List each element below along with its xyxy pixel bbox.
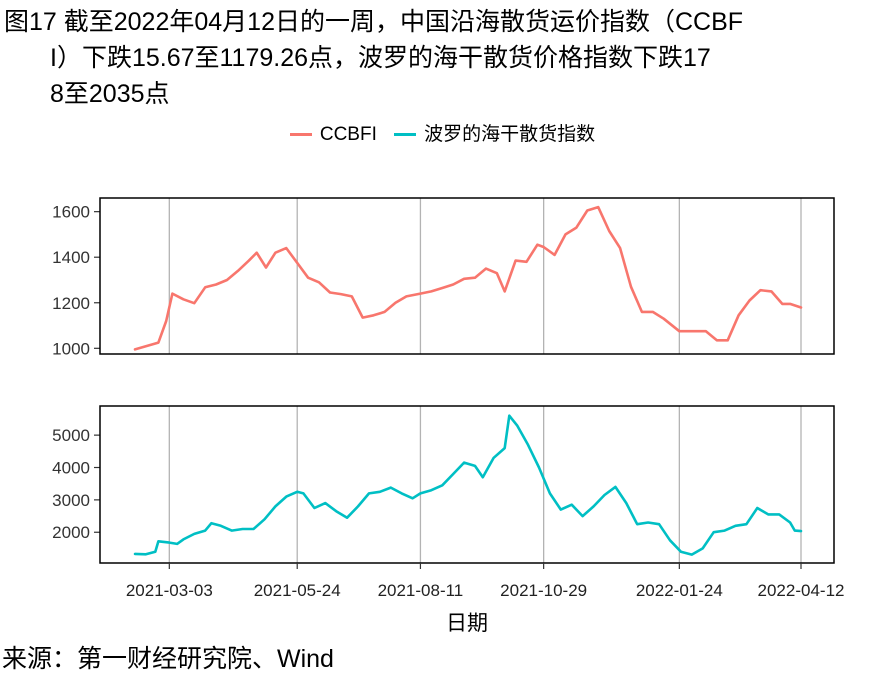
x-axis-label: 日期	[446, 612, 488, 635]
legend-key-ccbfi	[289, 133, 312, 136]
y-tick-label-1-1: 3000	[52, 491, 90, 510]
legend-label-ccbfi: CCBFI	[319, 123, 377, 145]
title-line-2: I）下跌15.67至1179.26点，波罗的海干散货价格指数下跌17	[50, 44, 711, 72]
panel-frame-0	[99, 197, 835, 355]
y-tick-label-0-3: 1600	[52, 203, 90, 222]
x-tick-label-2: 2021-08-11	[378, 581, 464, 600]
title-line-1: 图17 截至2022年04月12日的一周，中国沿海散货运价指数（CCBF	[4, 8, 744, 36]
series-line-0	[133, 205, 803, 351]
x-tick-label-4: 2022-01-24	[636, 581, 723, 600]
legend-item-ccbfi: CCBFI	[289, 122, 377, 148]
legend-label-bdi: 波罗的海干散货指数	[424, 123, 596, 145]
y-tick-label-1-2: 4000	[52, 459, 90, 478]
x-tick-label-1: 2021-05-24	[254, 581, 341, 600]
y-tick-label-0-0: 1000	[52, 339, 90, 358]
x-tick-label-0: 2021-03-03	[126, 581, 213, 600]
y-tick-label-1-0: 2000	[52, 523, 90, 542]
legend-item-bdi: 波罗的海干散货指数	[394, 122, 595, 148]
x-tick-label-3: 2021-10-29	[500, 581, 587, 600]
figure-title: 图17 截至2022年04月12日的一周，中国沿海散货运价指数（CCBF I）下…	[4, 4, 876, 112]
series-line-1	[133, 414, 803, 556]
title-line-3: 8至2035点	[50, 80, 170, 108]
x-tick-label-5: 2022-04-12	[758, 581, 845, 600]
y-tick-label-0-1: 1200	[52, 294, 90, 313]
legend-key-bdi	[394, 133, 417, 136]
y-tick-label-0-2: 1400	[52, 248, 90, 267]
source-note: 来源：第一财经研究院、Wind	[2, 645, 334, 673]
panel-frame-1	[99, 405, 835, 564]
chart-legend: CCBFI 波罗的海干散货指数	[0, 118, 885, 148]
y-tick-label-1-3: 5000	[52, 426, 90, 445]
